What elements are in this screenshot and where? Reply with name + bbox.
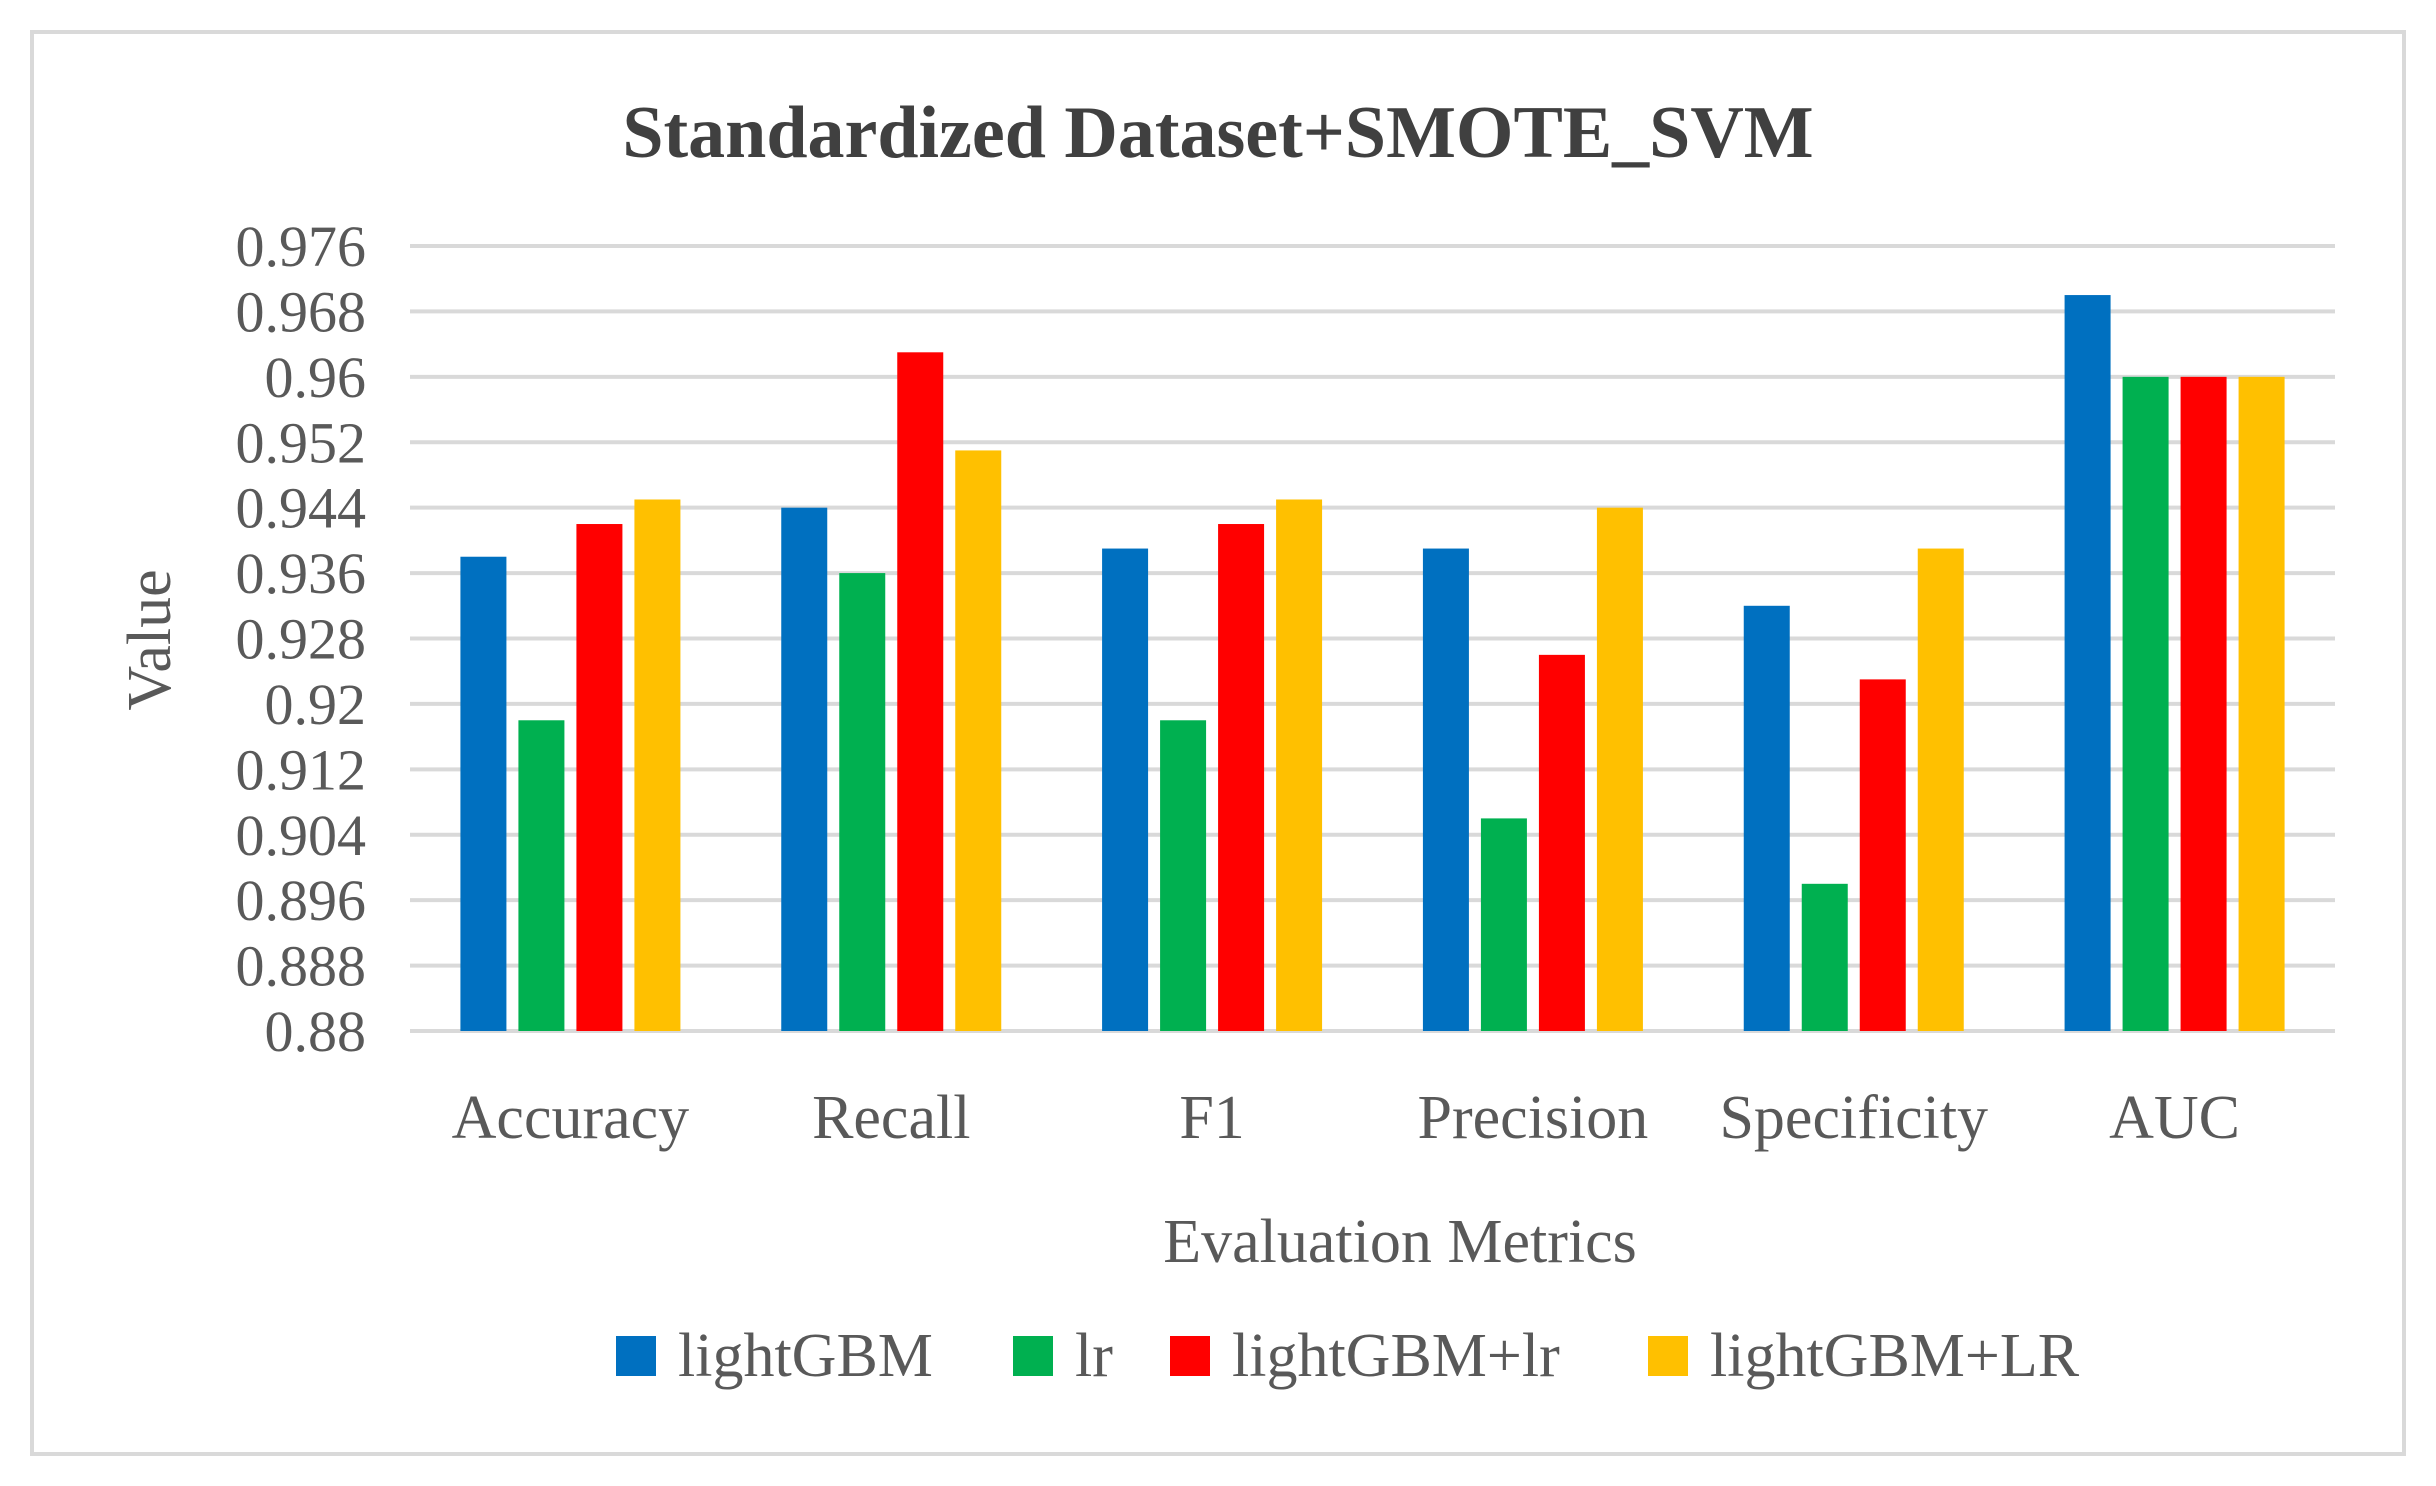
bar-lr-specificity [1801,883,1848,1031]
legend-label: lightGBM [678,1322,933,1390]
x-category-label: Accuracy [452,1084,690,1152]
y-tick-label: 0.952 [236,410,367,475]
bar-lightgbm-auc [2064,295,2111,1031]
bar-lr-f1 [1160,720,1207,1031]
bar-lightgbm-specificity [1743,605,1790,1031]
legend-swatch [1170,1336,1210,1376]
bar-lightgbm-lr-auc [2180,376,2227,1031]
gridlines [410,244,2335,1033]
y-tick-label: 0.936 [236,541,367,606]
bars [460,295,2285,1032]
x-category-label: Specificity [1719,1084,1988,1152]
bar-lightgbm-lr-precision [1596,507,1643,1032]
x-category-label: F1 [1179,1084,1244,1152]
y-tick-label: 0.928 [236,607,367,672]
y-tick-label: 0.968 [236,279,367,344]
bar-lightgbm-lr-recall [955,450,1002,1031]
bar-lightgbm-precision [1422,548,1469,1031]
bar-lightgbm-lr-precision [1538,654,1585,1031]
legend: lightGBM lr lightGBM+lr lightGBM+LR [616,1322,2080,1390]
bar-lightgbm-lr-f1 [1276,499,1323,1031]
bar-lightgbm-lr-specificity [1917,548,1964,1031]
chart-frame [30,30,2406,1456]
bar-lightgbm-lr-specificity [1859,679,1906,1031]
bar-lightgbm-recall [781,507,828,1032]
bar-lightgbm-accuracy [460,556,507,1031]
y-tick-label: 0.944 [236,476,367,541]
bar-lightgbm-lr-accuracy [634,499,681,1031]
y-tick-label: 0.888 [236,934,367,999]
x-category-label: Precision [1418,1084,1649,1152]
y-tick-label: 0.904 [236,803,367,868]
bar-lightgbm-lr-f1 [1218,524,1265,1031]
legend-label: lightGBM+lr [1232,1322,1560,1390]
bar-lr-recall [839,573,886,1031]
chart-title: Standardized Dataset+SMOTE_SVM [622,92,1813,174]
bar-lightgbm-lr-recall [897,352,944,1031]
y-tick-label: 0.896 [236,868,367,933]
legend-label: lr [1075,1322,1113,1390]
y-axis-ticks: 0.880.8880.8960.9040.9120.920.9280.9360.… [236,214,367,1064]
x-category-label: Recall [812,1084,970,1152]
x-axis-title: Evaluation Metrics [1163,1208,1636,1276]
x-axis-categories: Accuracy Recall F1 Precision Specificity AUC [452,1084,2240,1152]
legend-swatch [1648,1336,1688,1376]
y-tick-label: 0.92 [265,672,367,737]
bar-lightgbm-lr-accuracy [576,524,623,1031]
legend-label: lightGBM+LR [1710,1322,2080,1390]
legend-swatch [1013,1336,1053,1376]
y-tick-label: 0.976 [236,214,367,279]
bar-lr-auc [2122,376,2169,1031]
y-tick-label: 0.96 [265,345,367,410]
y-axis-title: Value [116,569,184,710]
legend-swatch [616,1336,656,1376]
bar-lightgbm-f1 [1102,548,1149,1031]
bar-lightgbm-lr-auc [2238,376,2285,1031]
bar-lr-accuracy [518,720,565,1031]
y-tick-label: 0.88 [265,999,367,1064]
x-category-label: AUC [2109,1084,2240,1152]
y-tick-label: 0.912 [236,737,367,802]
bar-lr-precision [1480,818,1527,1031]
